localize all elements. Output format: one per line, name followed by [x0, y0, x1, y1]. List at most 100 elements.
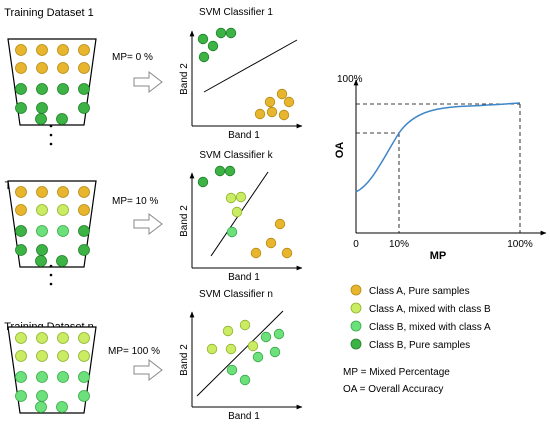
sample-dot-b-pure [56, 255, 68, 267]
sample-dot-b-mixed [56, 401, 68, 413]
sample-dot-b-mixed [36, 225, 48, 237]
ellipsis-dot [49, 273, 53, 277]
sample-dot-b-pure [36, 244, 48, 256]
oa-x-axis-label: MP [430, 250, 447, 262]
sample-dot-b-pure [78, 225, 90, 237]
scatter-point-b-pure [214, 165, 226, 177]
sample-dot-b-mixed [35, 401, 47, 413]
scatter-point-b-pure [224, 165, 236, 177]
sample-dot-b-mixed [36, 371, 48, 383]
legend-swatch-a-mixed [350, 302, 362, 314]
sample-dot-a-pure [15, 44, 27, 56]
sample-dot-b-pure [36, 102, 48, 114]
legend-swatch-a-pure [350, 284, 362, 296]
scatter-y-label: Band 2 [179, 63, 190, 95]
sample-dot-a-pure [36, 44, 48, 56]
sample-dot-a-pure [36, 186, 48, 198]
sample-dot-a-pure [78, 62, 90, 74]
scatter-point-b-mixed [260, 331, 272, 343]
sample-dot-b-pure [78, 102, 90, 114]
training-dataset-bucket [7, 38, 97, 126]
oa-x-tick-10: 10% [389, 239, 409, 250]
block-arrow-icon [133, 70, 163, 94]
sample-dot-b-mixed [57, 371, 69, 383]
scatter-point-b-mixed [226, 364, 238, 376]
scatter-point-a-pure [250, 247, 262, 259]
sample-dot-b-mixed [15, 390, 27, 402]
note-mp: MP = Mixed Percentage [343, 367, 450, 378]
sample-dot-a-mixed [15, 332, 27, 344]
sample-dot-a-mixed [57, 332, 69, 344]
sample-dot-a-mixed [36, 204, 48, 216]
legend-swatch-b-pure [350, 338, 362, 350]
mp-label: MP= 100 % [108, 346, 160, 357]
dataset-panel: Training Dataset 1 MP= 0 % SVM Classifier … [4, 7, 303, 141]
scatter-point-b-pure [215, 27, 227, 39]
training-dataset-bucket [7, 180, 97, 268]
sample-dot-b-pure [57, 83, 69, 95]
mp-label: MP= 10 % [112, 196, 159, 207]
scatter-point-b-pure [197, 176, 209, 188]
scatter-x-label: Band 1 [228, 272, 260, 283]
sample-dot-b-pure [15, 83, 27, 95]
scatter-point-a-pure [266, 106, 278, 118]
dataset-panels: Training Dataset 1 MP= 0 % SVM Classifier … [4, 7, 303, 422]
mp-label: MP= 0 % [112, 52, 153, 63]
scatter-point-a-pure [283, 96, 295, 108]
scatter-point-a-pure [276, 88, 288, 100]
scatter-point-a-pure [278, 109, 290, 121]
scatter-x-label: Band 1 [228, 130, 260, 141]
scatter-point-b-mixed [226, 226, 238, 238]
scatter-point-a-pure [265, 237, 277, 249]
svm-decision-boundary [196, 310, 284, 397]
sample-dot-a-mixed [15, 350, 27, 362]
scatter-point-b-mixed [269, 346, 281, 358]
sample-dot-b-mixed [78, 371, 90, 383]
sample-dot-a-pure [78, 186, 90, 198]
sample-dot-b-pure [56, 113, 68, 125]
scatter-point-a-mixed [235, 191, 247, 203]
legend-swatch-b-mixed [350, 320, 362, 332]
ellipsis-dot [49, 142, 53, 146]
scatter-point-a-mixed [225, 192, 237, 204]
note-oa: OA = Overall Accuracy [343, 384, 443, 395]
oa-y-axis-label: OA [334, 142, 346, 159]
sample-dot-b-pure [15, 102, 27, 114]
scatter-point-a-pure [281, 247, 293, 259]
scatter-point-b-mixed [252, 351, 264, 363]
scatter-point-b-pure [225, 27, 237, 39]
oa-y-top-tick: 100% [337, 74, 363, 85]
sample-dot-a-pure [15, 62, 27, 74]
sample-dot-b-mixed [15, 371, 27, 383]
scatter-y-label: Band 2 [179, 344, 190, 376]
sample-dot-a-pure [57, 186, 69, 198]
sample-dot-a-pure [36, 62, 48, 74]
dataset-panel: Training Dataset nMP= 100 %SVM Classifie… [4, 289, 303, 422]
legend-label: Class A, mixed with class B [369, 304, 491, 315]
scatter-point-b-pure [198, 51, 210, 63]
ellipsis-dot [49, 124, 53, 128]
sample-dot-a-pure [15, 186, 27, 198]
ellipsis-dot [49, 133, 53, 137]
scatter-point-a-pure [274, 218, 286, 230]
sample-dot-b-pure [78, 244, 90, 256]
oa-x-tick-0: 0 [353, 239, 359, 250]
legend-label: Class B, Pure samples [369, 340, 470, 351]
scatter-point-a-mixed [206, 343, 218, 355]
sample-dot-b-mixed [57, 225, 69, 237]
scatter-point-a-mixed [222, 325, 234, 337]
legend-label: Class A, Pure samples [369, 286, 470, 297]
block-arrow-icon [133, 212, 163, 236]
sample-dot-a-pure [78, 44, 90, 56]
sample-dot-a-mixed [36, 350, 48, 362]
sample-dot-b-pure [15, 244, 27, 256]
scatter-point-b-pure [207, 40, 219, 52]
scatter-point-a-mixed [239, 319, 251, 331]
sample-dot-b-pure [78, 83, 90, 95]
classifier-title: SVM Classifier k [199, 150, 273, 161]
dataset-panel: Training Dataset kMP= 10 %SVM Classifier… [5, 150, 303, 283]
sample-dot-b-mixed [78, 390, 90, 402]
sample-dot-a-pure [15, 204, 27, 216]
oa-chart: 100% OA MP 0 10% 100% [334, 74, 547, 262]
